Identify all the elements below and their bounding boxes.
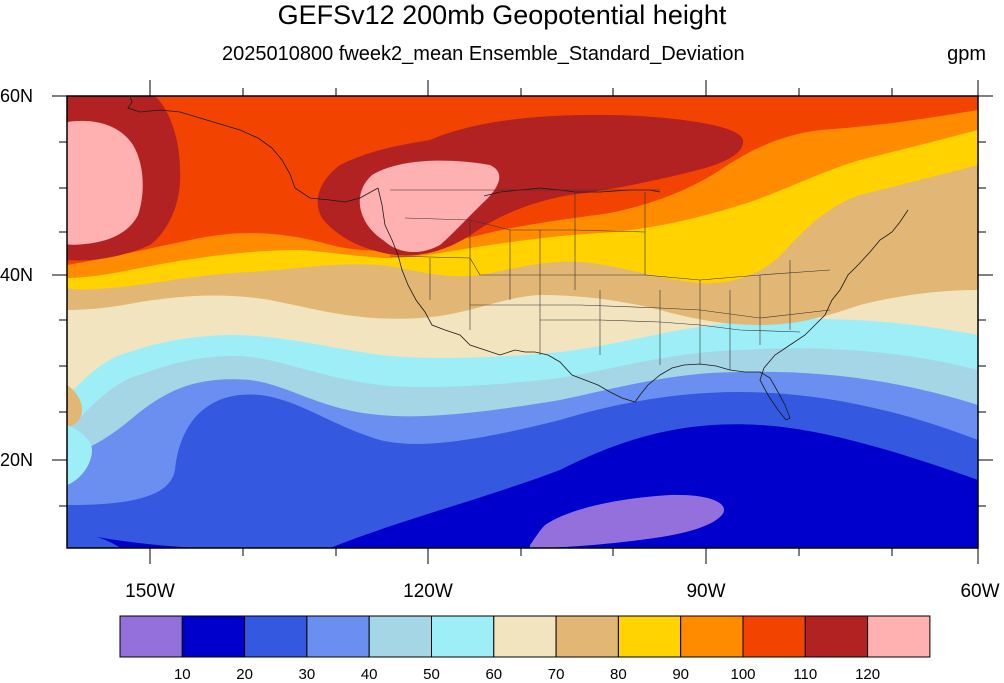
colorbar-label: 70: [548, 666, 565, 683]
colorbar-label: 120: [855, 666, 880, 683]
colorbar-swatch: [555, 615, 619, 658]
colorbar-swatch: [119, 615, 183, 658]
colorbar-swatch: [617, 615, 682, 658]
colorbar: 10 20 30 40 50 60 70 80 90 100 110 120: [119, 615, 931, 683]
colorbar-swatch: [431, 615, 495, 658]
colorbar-swatch: [181, 615, 246, 658]
colorbar-swatch: [306, 615, 370, 658]
colorbar-swatch: [368, 615, 433, 658]
lat-label-40n: 40N: [0, 265, 33, 285]
colorbar-label: 60: [485, 666, 502, 683]
colorbar-label: 90: [672, 666, 689, 683]
lon-label-60w: 60W: [960, 581, 999, 602]
colorbar-label: 30: [299, 666, 316, 683]
colorbar-label: 10: [174, 666, 191, 683]
lon-label-150w: 150W: [125, 581, 175, 602]
colorbar-swatch: [804, 615, 869, 658]
colorbar-label: 100: [730, 666, 755, 683]
colorbar-swatch: [680, 615, 744, 658]
map-title: GEFSv12 200mb Geopotential height: [277, 0, 727, 30]
colorbar-swatch: [742, 615, 806, 658]
contour-fill: [67, 96, 978, 548]
colorbar-label: 40: [361, 666, 378, 683]
lat-label-60n: 60N: [0, 86, 33, 106]
map-frame: [66, 95, 979, 549]
state-borders-overlay: [389, 189, 831, 370]
colorbar-swatch: [244, 615, 308, 658]
colorbar-label: 20: [236, 666, 253, 683]
lon-label-90w: 90W: [686, 581, 725, 602]
colorbar-label: 110: [793, 666, 817, 683]
colorbar-swatch: [867, 615, 931, 658]
colorbar-label: 50: [423, 666, 440, 683]
units-label: gpm: [947, 43, 986, 65]
tick-marks: [52, 80, 993, 564]
colorbar-label: 80: [610, 666, 627, 683]
colorbar-swatch: [493, 615, 557, 658]
lat-label-20n: 20N: [0, 450, 33, 470]
lon-label-120w: 120W: [403, 581, 453, 602]
map-subtitle: 2025010800 fweek2_mean Ensemble_Standard…: [222, 43, 745, 65]
